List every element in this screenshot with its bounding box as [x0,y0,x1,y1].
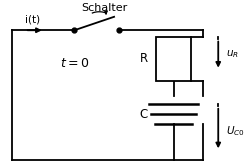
Text: i(t): i(t) [25,14,40,24]
Text: Schalter: Schalter [81,3,127,13]
Bar [156,37,191,81]
Text: C: C [139,108,148,121]
Text: $U_{C0}$: $U_{C0}$ [226,124,245,138]
Text: R: R [139,52,148,65]
Text: $t = 0$: $t = 0$ [60,57,89,70]
Text: $u_R$: $u_R$ [226,48,239,60]
